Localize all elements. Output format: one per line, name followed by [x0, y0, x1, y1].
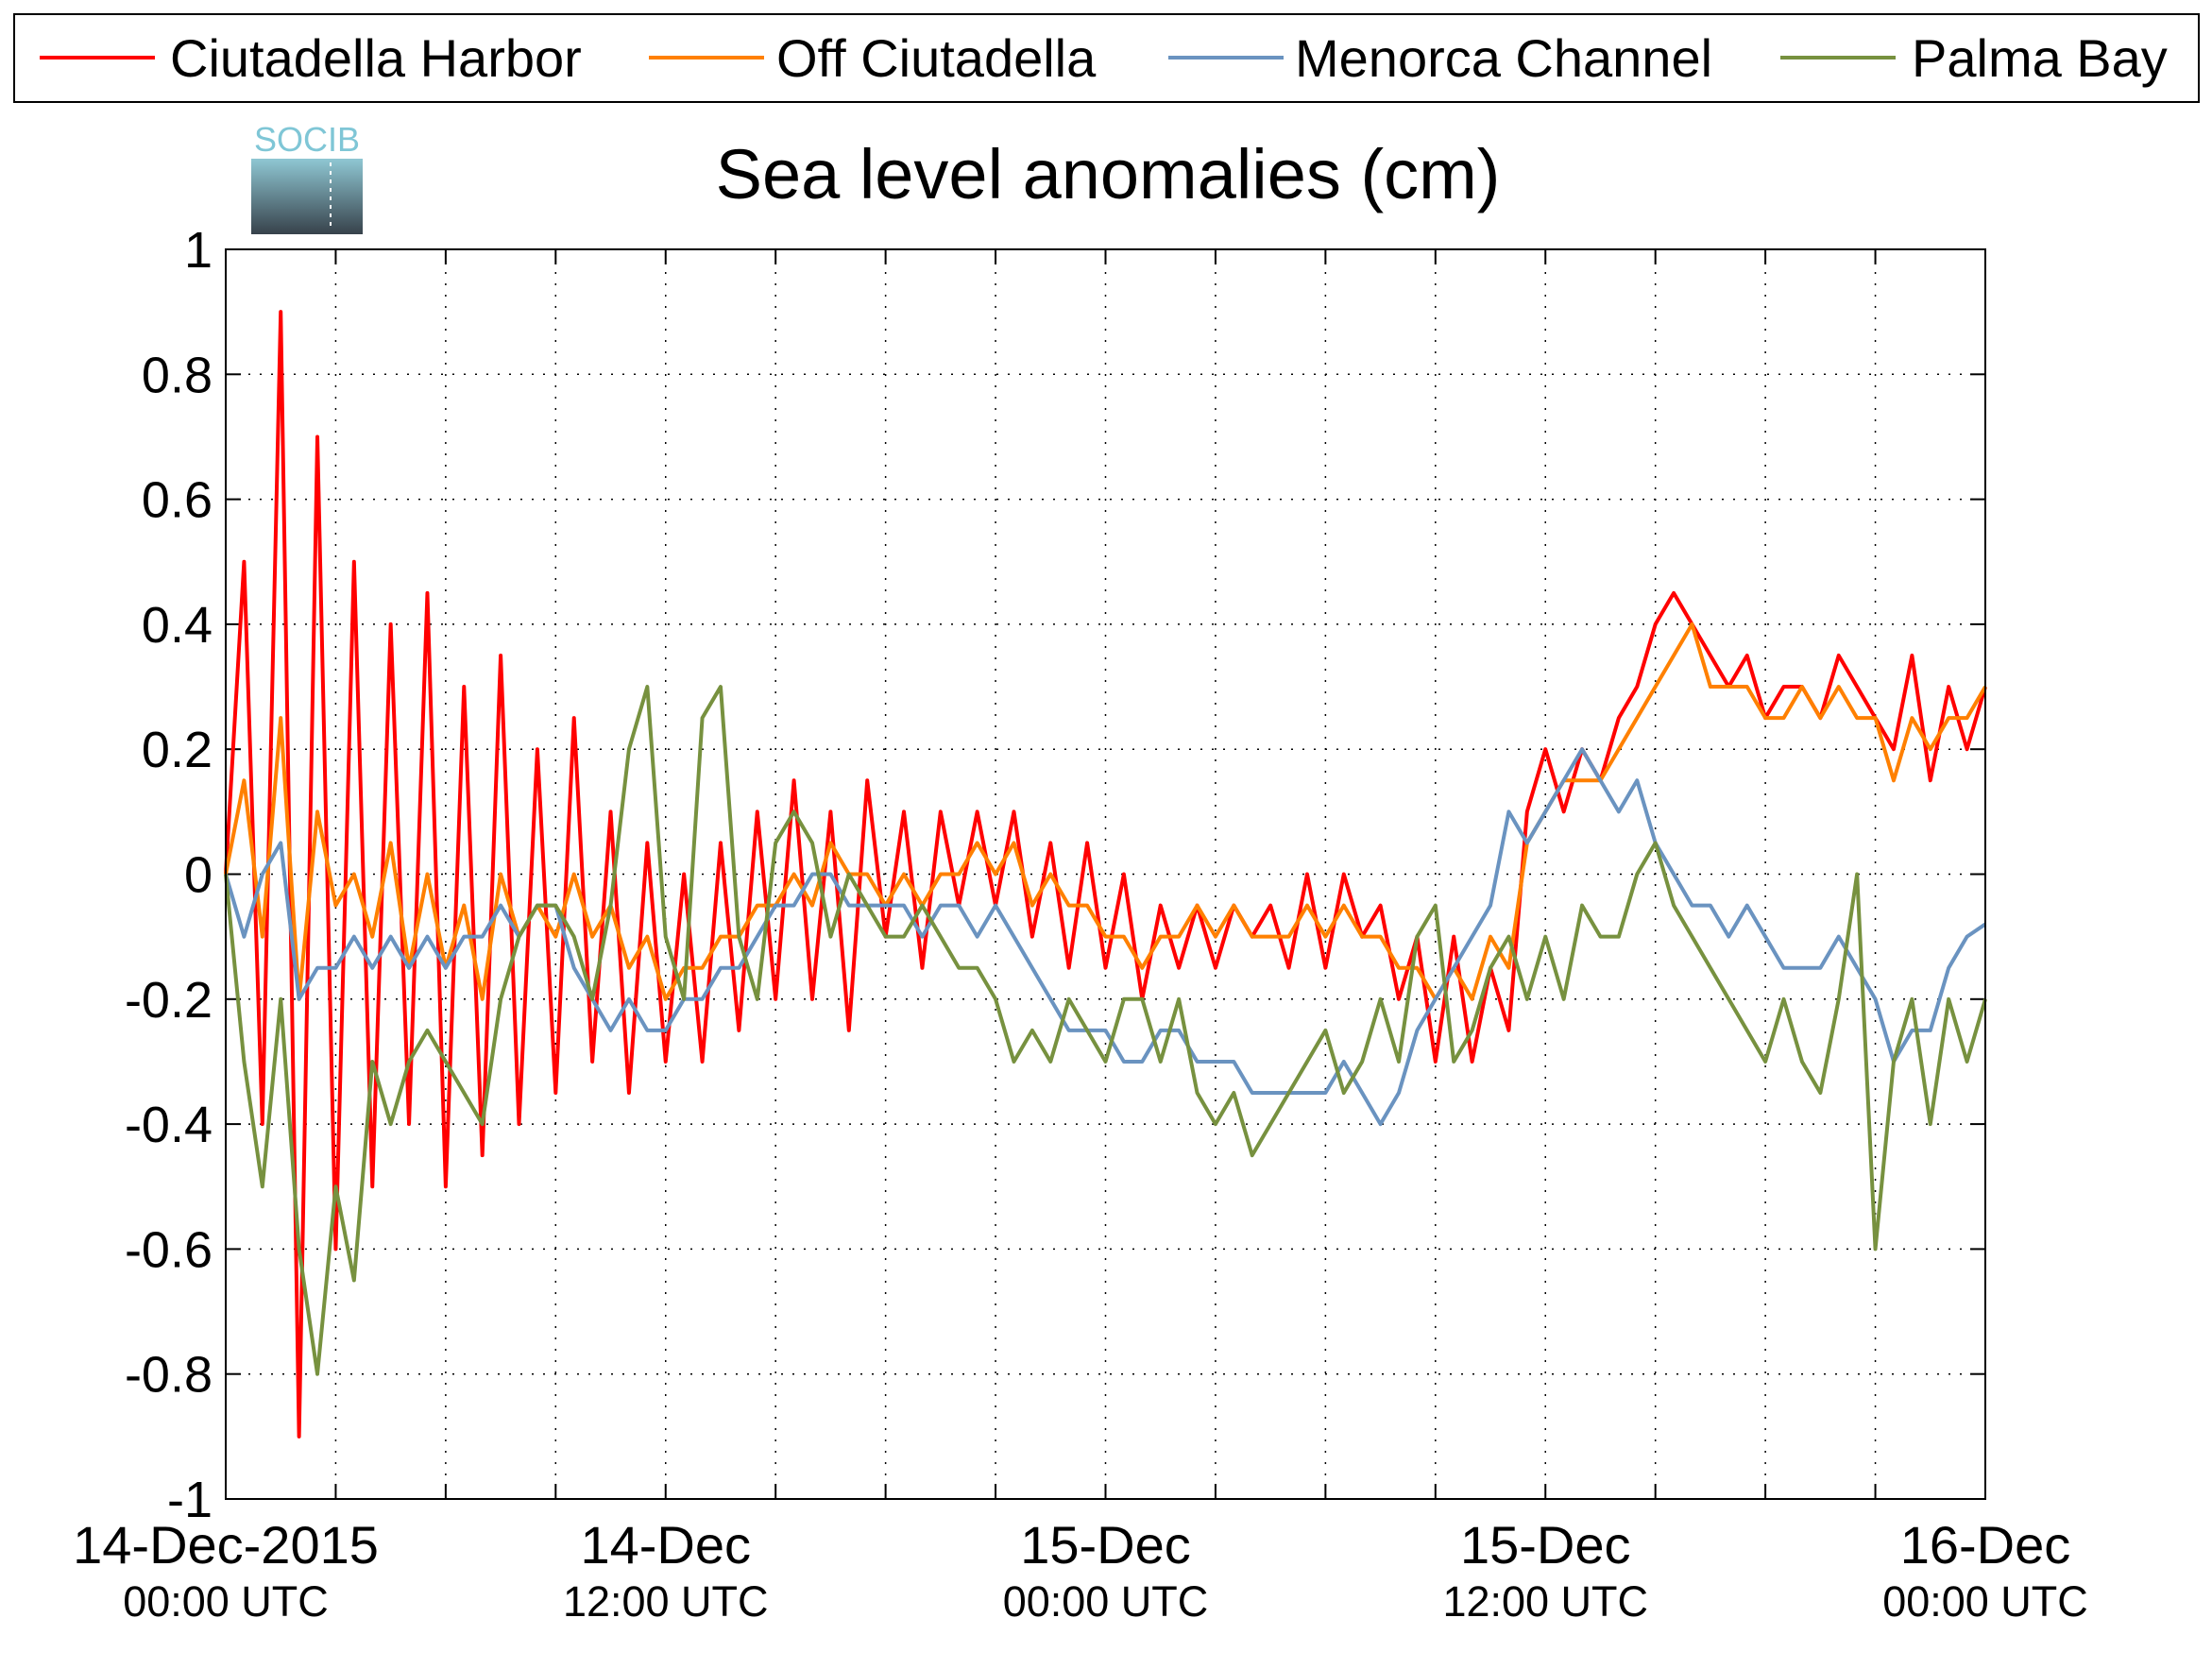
- y-tick-label: -0.2: [125, 972, 213, 1029]
- y-tick-label: -1: [167, 1472, 213, 1528]
- y-tick-label: 0.8: [142, 347, 213, 403]
- x-tick-label: 15-Dec 12:00 UTC: [1442, 1515, 1648, 1626]
- legend-label: Ciutadella Harbor: [170, 28, 582, 88]
- x-tick-label: 15-Dec 00:00 UTC: [1003, 1515, 1209, 1626]
- y-tick-label: 0.2: [142, 722, 213, 778]
- legend-label: Palma Bay: [1912, 28, 2168, 88]
- x-tick-label: 14-Dec-2015 00:00 UTC: [73, 1515, 379, 1626]
- series-line: [224, 685, 1987, 1376]
- y-tick-label: 0.6: [142, 472, 213, 529]
- logo-text: SOCIB: [254, 120, 360, 159]
- y-tick-label: 1: [184, 222, 213, 279]
- chart-title: Sea level anomalies (cm): [716, 135, 1501, 213]
- x-tick-label: 14-Dec 12:00 UTC: [563, 1515, 769, 1626]
- plot-frame: [225, 248, 1986, 1500]
- y-tick-label: -0.6: [125, 1221, 213, 1278]
- x-tick-label: 16-Dec 00:00 UTC: [1882, 1515, 2088, 1626]
- y-tick-label: 0.4: [142, 597, 213, 654]
- y-tick-label: -0.4: [125, 1097, 213, 1153]
- logo: SOCIB: [251, 120, 363, 234]
- y-tick-label: 0: [184, 847, 213, 904]
- legend-label: Off Ciutadella: [776, 28, 1097, 88]
- logo-wave: [251, 159, 363, 234]
- legend-label: Menorca Channel: [1295, 28, 1712, 88]
- y-tick-label: -0.8: [125, 1347, 213, 1404]
